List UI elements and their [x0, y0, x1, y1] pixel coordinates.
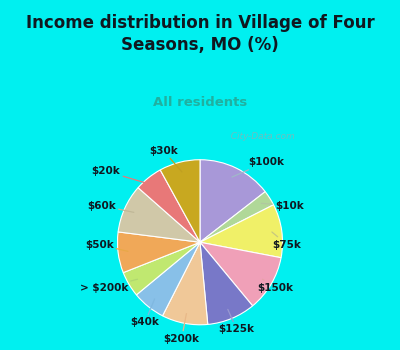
Text: $60k: $60k — [87, 201, 134, 212]
Wedge shape — [200, 160, 265, 242]
Text: All residents: All residents — [153, 96, 247, 109]
Wedge shape — [138, 170, 200, 242]
Wedge shape — [200, 205, 282, 258]
Text: $100k: $100k — [232, 157, 284, 177]
Wedge shape — [160, 160, 200, 242]
Wedge shape — [200, 192, 274, 242]
Text: $50k: $50k — [85, 239, 128, 251]
Text: $20k: $20k — [92, 166, 154, 186]
Text: $40k: $40k — [130, 299, 160, 328]
Wedge shape — [200, 242, 253, 324]
Text: City-Data.com: City-Data.com — [225, 132, 294, 141]
Text: $75k: $75k — [272, 232, 302, 250]
Text: $30k: $30k — [149, 146, 182, 172]
Text: > $200k: > $200k — [80, 279, 138, 293]
Text: $125k: $125k — [219, 309, 255, 334]
Wedge shape — [118, 188, 200, 242]
Text: Income distribution in Village of Four
Seasons, MO (%): Income distribution in Village of Four S… — [26, 14, 374, 54]
Wedge shape — [118, 232, 200, 273]
Wedge shape — [200, 242, 281, 306]
Text: $200k: $200k — [164, 314, 200, 344]
Text: $150k: $150k — [258, 279, 294, 293]
Wedge shape — [162, 242, 208, 325]
Wedge shape — [123, 242, 200, 295]
Text: $10k: $10k — [261, 201, 304, 211]
Wedge shape — [136, 242, 200, 316]
